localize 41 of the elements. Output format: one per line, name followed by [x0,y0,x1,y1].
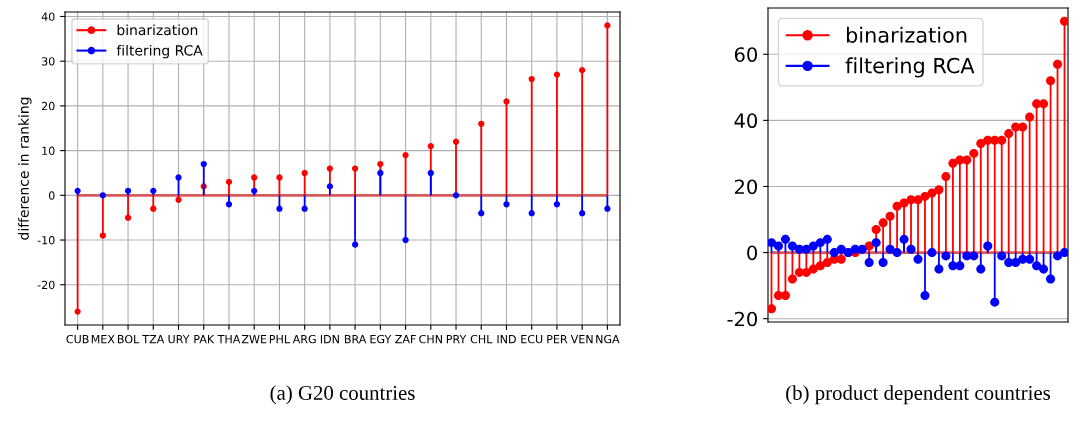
legend-label: filtering RCA [116,44,203,59]
x-tick-label: VEN [570,335,593,344]
x-tick-label: PER [547,335,568,344]
y-tick-label: 0 [747,245,757,261]
legend-label: binarization [117,24,198,36]
x-tick-label: MEX [91,335,115,344]
y-tick-label: 20 [41,101,55,111]
x-tick-label: EGY [370,334,392,344]
x-tick-label: ECU [521,334,543,344]
y-tick-label: 10 [42,146,55,155]
x-tick-label: CHN [419,334,442,344]
legend-label: binarization [846,26,967,43]
y-tick-label: 40 [41,12,55,21]
y-tick-label: -20 [727,311,757,327]
y-tick-label: 30 [41,57,55,66]
x-tick-label: ARG [292,334,316,344]
x-tick-label: ZWE [241,335,267,344]
x-tick-label: URY [168,335,190,344]
x-tick-label: IND [497,335,516,344]
x-tick-label: THA [217,335,241,344]
y-tick-label: 20 [734,179,757,195]
text: (b) product dependent countries [786,385,1051,405]
x-tick-label: CHL [470,334,493,344]
x-tick-label: TZA [142,335,165,344]
y-tick-label: 40 [734,113,757,129]
x-tick-label: BRA [344,335,367,344]
y-tick-label: 0 [48,191,55,200]
text: (a) G20 countries [270,385,415,405]
x-tick-label: ZAF [395,335,416,344]
x-tick-label: PAK [194,335,215,344]
y-tick-label: -20 [37,280,55,290]
x-tick-label: PHL [269,335,290,344]
x-tick-label: BOL [117,334,140,344]
x-tick-label: CUB [66,334,89,344]
y-tick-label: 60 [734,47,757,62]
y-axis-title: difference in ranking [18,97,32,240]
x-tick-label: PRY [446,335,467,344]
y-tick-label: -10 [37,236,55,245]
x-tick-label: NGA [596,334,620,344]
legend-label: filtering RCA [845,57,975,78]
x-tick-label: IDN [320,335,339,344]
